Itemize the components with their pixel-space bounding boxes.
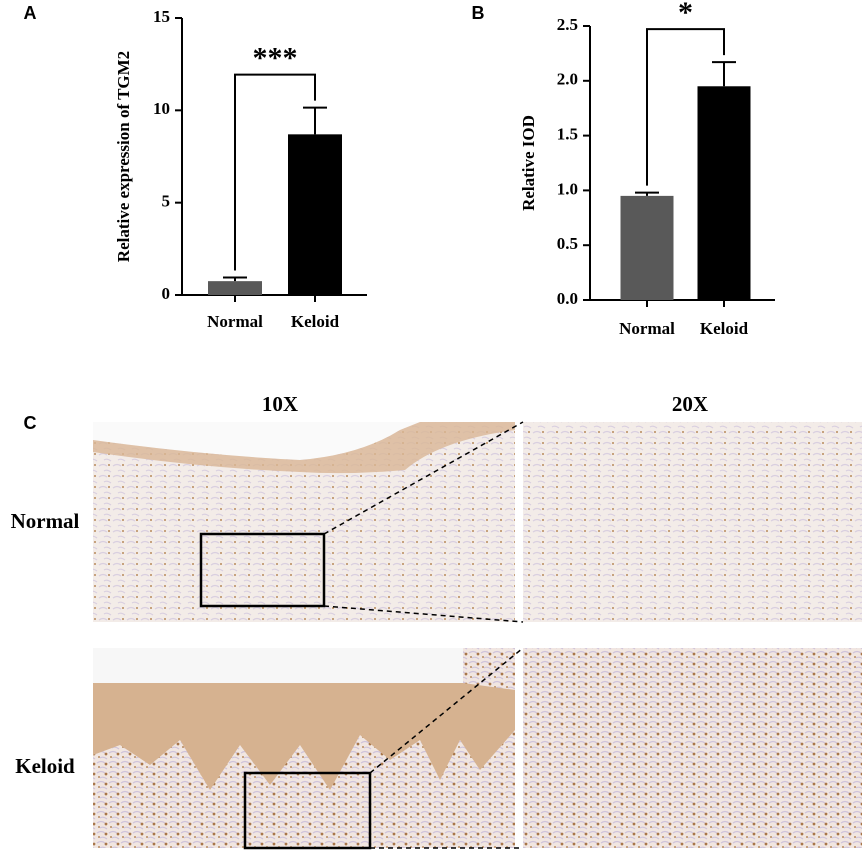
row-label: Keloid bbox=[15, 754, 75, 778]
bar bbox=[620, 195, 674, 300]
zoom-line bbox=[323, 421, 524, 849]
x-tick-label: Normal bbox=[207, 312, 263, 331]
y-tick-label: 5 bbox=[162, 192, 171, 211]
y-tick-label: 1.0 bbox=[557, 179, 578, 198]
y-axis-label: Relative IOD bbox=[519, 115, 538, 211]
significance-label: * bbox=[678, 0, 693, 29]
panel-label: A bbox=[24, 3, 37, 23]
column-label: 10X bbox=[262, 392, 298, 416]
y-tick-label: 15 bbox=[153, 7, 170, 26]
micrograph-detail bbox=[93, 422, 420, 460]
zoom-box bbox=[199, 532, 326, 608]
micrograph-detail bbox=[93, 683, 515, 790]
x-tick-label: Keloid bbox=[700, 319, 749, 338]
significance-label: *** bbox=[253, 41, 298, 74]
charts: A Relative expression of TGM2 0 5 10 15 Normal… bbox=[24, 0, 775, 338]
error-bar bbox=[223, 276, 247, 282]
y-tick-label: 0.5 bbox=[557, 234, 578, 253]
zoom-box bbox=[243, 771, 372, 850]
x-tick-label: Normal bbox=[619, 319, 675, 338]
x-tick-label: Keloid bbox=[291, 312, 340, 331]
error-bar bbox=[303, 106, 327, 135]
y-tick-label: 2.5 bbox=[557, 15, 578, 34]
bar bbox=[208, 281, 262, 295]
column-label: 20X bbox=[672, 392, 708, 416]
micrograph-detail bbox=[93, 648, 463, 683]
error-bar bbox=[635, 191, 659, 196]
error-bar bbox=[712, 61, 736, 87]
y-tick-label: 1.5 bbox=[557, 125, 578, 144]
micrograph bbox=[523, 648, 862, 848]
bar bbox=[697, 86, 751, 300]
y-tick-label: 0.0 bbox=[557, 289, 578, 308]
significance-bracket bbox=[646, 28, 725, 186]
bar bbox=[288, 134, 342, 295]
y-tick-label: 10 bbox=[153, 99, 170, 118]
row-label: Normal bbox=[11, 509, 80, 533]
y-axis-label: Relative expression of TGM2 bbox=[114, 51, 133, 262]
micrograph bbox=[523, 422, 862, 622]
panel-label: B bbox=[472, 3, 485, 23]
panel-label: C bbox=[24, 413, 37, 433]
y-tick-label: 0 bbox=[162, 284, 171, 303]
y-tick-label: 2.0 bbox=[557, 70, 578, 89]
panel-c: C 10X 20X Normal Keloid bbox=[11, 392, 862, 850]
micrograph-detail bbox=[93, 422, 515, 474]
significance-bracket bbox=[234, 73, 316, 271]
